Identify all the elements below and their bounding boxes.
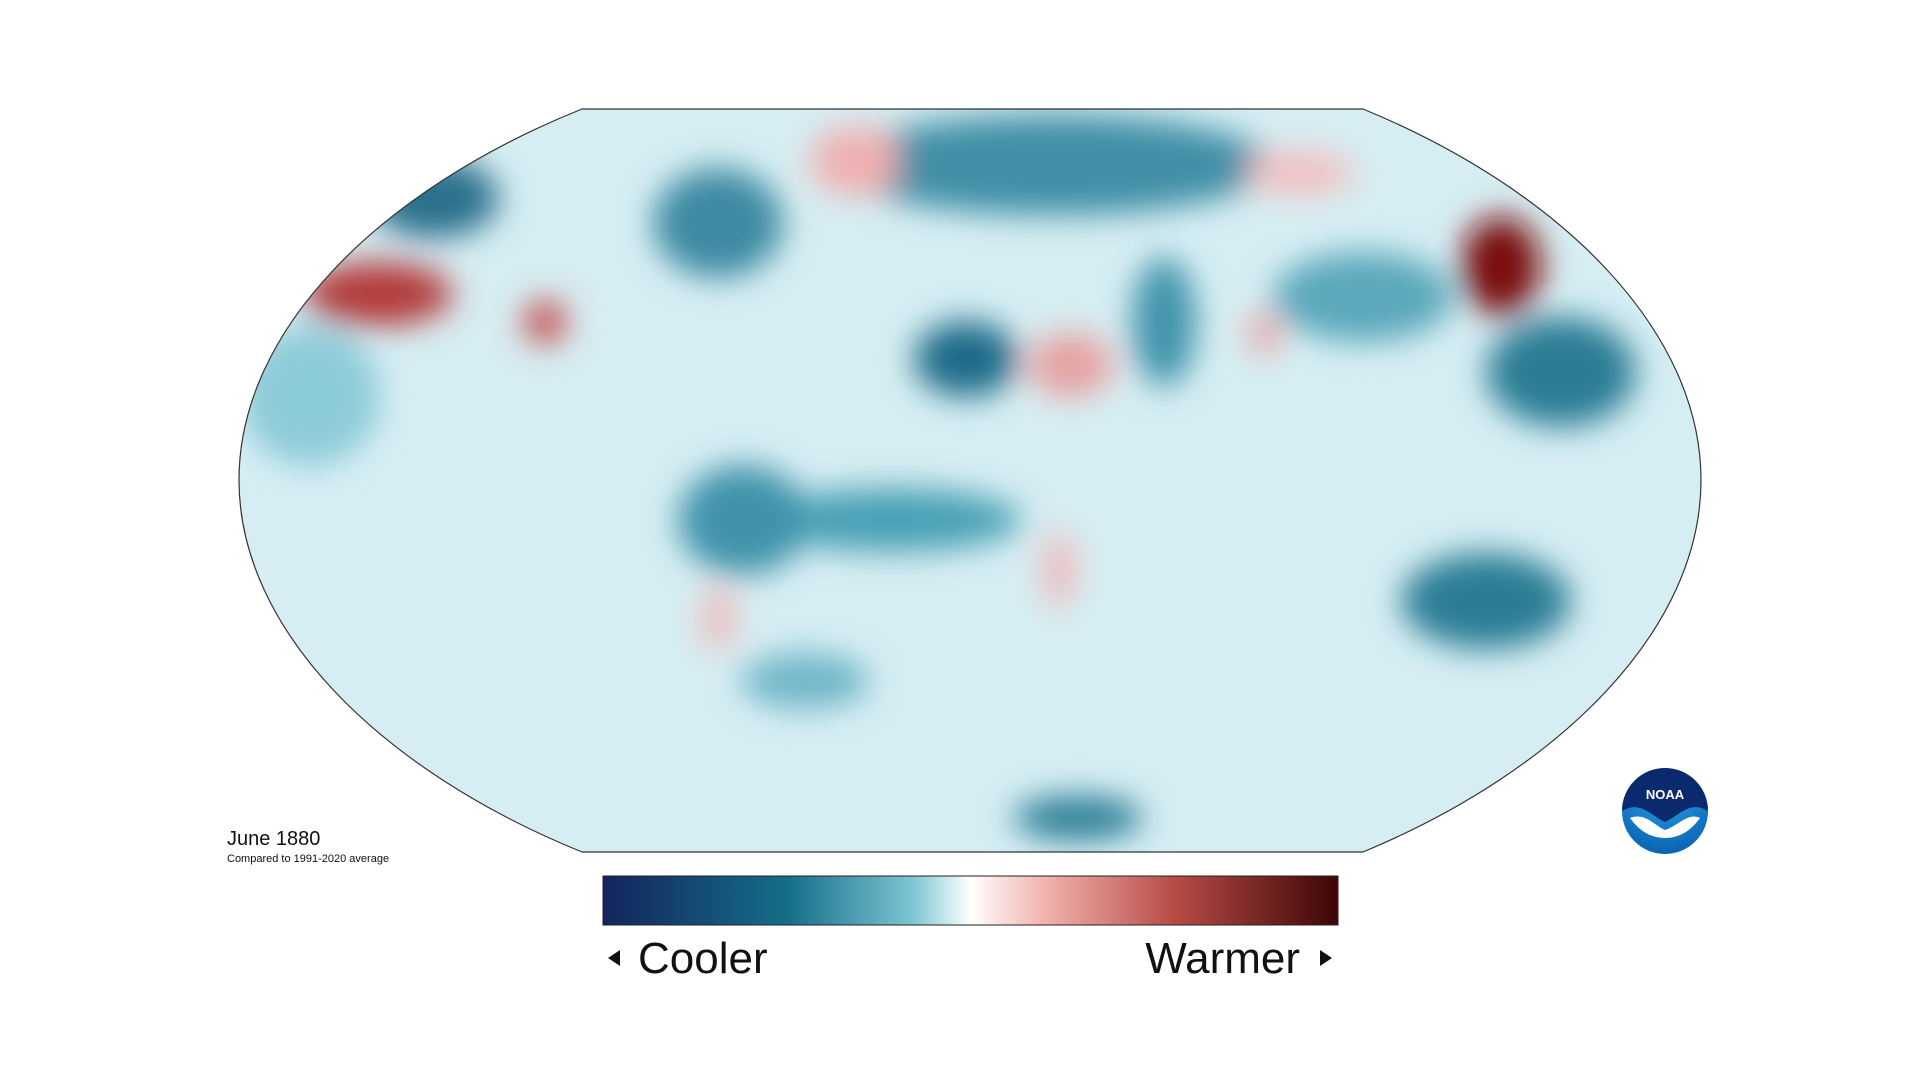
cooler-arrow: [608, 950, 620, 966]
map-background: [239, 109, 1701, 852]
anomaly-region: [1461, 216, 1541, 316]
anomaly-region: [740, 653, 870, 709]
color-scale: [602, 875, 1339, 926]
anomaly-region: [914, 321, 1018, 397]
anomaly-region: [1043, 532, 1075, 608]
anomaly-region: [303, 262, 453, 326]
anomaly-region: [833, 115, 1273, 215]
logo-text: NOAA: [1646, 787, 1685, 802]
anomaly-region: [810, 126, 900, 196]
anomaly-region: [653, 168, 783, 278]
anomaly-region: [240, 326, 380, 466]
logo-bird: [1630, 816, 1700, 838]
noaa-logo: NOAA: [1622, 768, 1708, 854]
anomaly-region: [369, 158, 499, 238]
anomaly-region: [1401, 553, 1571, 649]
anomaly-region: [1132, 257, 1196, 387]
anomaly-region: [678, 465, 808, 575]
legend-low-label: Cooler: [638, 934, 768, 983]
anomaly-region: [762, 488, 1022, 552]
warmer-arrow: [1320, 950, 1332, 966]
logo-top: [1622, 768, 1708, 822]
anomaly-region: [1273, 252, 1453, 342]
anomaly-field: [240, 115, 1636, 840]
anomaly-region: [523, 300, 567, 344]
legend-high-label: Warmer: [1145, 934, 1300, 983]
anomaly-map: [239, 109, 1701, 852]
caption-subtitle: Compared to 1991-2020 average: [227, 853, 389, 865]
caption-title: June 1880: [227, 828, 320, 850]
map-outline: [238, 108, 1702, 853]
anomaly-region: [702, 587, 734, 651]
anomaly-region: [1245, 151, 1355, 195]
anomaly-region: [1486, 317, 1636, 427]
anomaly-region: [1029, 333, 1113, 397]
anomaly-region: [1013, 796, 1143, 840]
anomaly-region: [1248, 312, 1280, 356]
